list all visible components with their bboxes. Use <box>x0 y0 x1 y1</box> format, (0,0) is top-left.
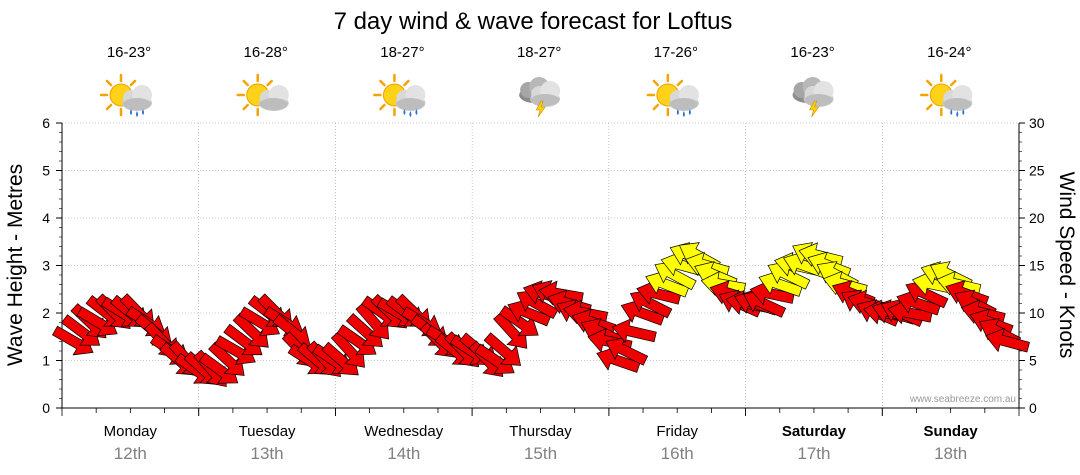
wind-arrow <box>605 337 649 366</box>
day-date-label: 16th <box>661 444 694 463</box>
day-date-label: 14th <box>387 444 420 463</box>
y-axis-title-right: Wind Speed - Knots <box>1055 172 1078 359</box>
wind-arrow <box>483 332 522 366</box>
temp-range-label: 16-28° <box>244 44 288 61</box>
day-date-label: 13th <box>251 444 284 463</box>
wind-arrow <box>214 335 256 365</box>
wind-arrow <box>51 325 94 356</box>
day-name-label: Wednesday <box>364 423 443 440</box>
y2-tick-label: 20 <box>1029 210 1045 226</box>
day-date-label: 17th <box>797 444 830 463</box>
day-name-label: Monday <box>104 423 158 440</box>
temp-range-label: 16-23° <box>790 44 834 61</box>
y-axis-title-left: Wave Height - Metres <box>4 164 27 366</box>
day-axis: Monday 12th Tuesday 13th Wednesday 14th Thursd… <box>61 408 1020 463</box>
wind-arrow <box>474 343 515 375</box>
y2-tick-label: 30 <box>1029 115 1045 131</box>
day-name-label: Friday <box>656 423 698 440</box>
temp-range-label: 17-26° <box>654 44 698 61</box>
y2-tick-label: 0 <box>1029 400 1037 416</box>
wind-arrow <box>336 324 377 356</box>
day-date-label: 18th <box>934 444 967 463</box>
y-tick-label: 0 <box>42 400 50 416</box>
y-tick-label: 1 <box>42 353 50 369</box>
day-date-label: 15th <box>524 444 557 463</box>
day-name-label: Thursday <box>509 423 572 440</box>
sun-cloud-rain-icon <box>99 73 152 117</box>
wind-arrow <box>985 327 1030 353</box>
temp-range-label: 18-27° <box>517 44 561 61</box>
wind-arrow <box>238 306 280 337</box>
y2-tick-label: 5 <box>1029 353 1037 369</box>
day-date-label: 12th <box>114 444 147 463</box>
y-tick-label: 3 <box>42 258 50 274</box>
y-tick-label: 6 <box>42 115 50 131</box>
temp-range-label: 18-27° <box>380 44 424 61</box>
wind-arrow <box>232 312 269 348</box>
sun-cloud-rain-icon <box>373 73 426 117</box>
chart-title: 7 day wind & wave forecast for Loftus <box>334 8 733 35</box>
wave-height-axis: 0 1 2 3 4 5 6 <box>42 115 62 416</box>
temp-range-label: 16-23° <box>107 44 151 61</box>
weather-icons <box>99 73 973 118</box>
wind-arrow <box>611 318 657 344</box>
sun-cloud-rain-icon <box>646 73 699 117</box>
wind-arrow <box>76 306 118 337</box>
day-name-label: Saturday <box>782 423 847 440</box>
temp-range-label: 16-24° <box>927 44 971 61</box>
wind-arrow <box>208 341 245 376</box>
y-tick-label: 5 <box>42 163 50 179</box>
y2-tick-label: 25 <box>1029 163 1045 179</box>
wind-arrows <box>51 242 1030 388</box>
storm-icon <box>792 77 834 118</box>
wind-speed-axis: 0 5 10 15 20 25 30 <box>1019 115 1045 416</box>
y-tick-label: 2 <box>42 305 50 321</box>
sun-cloud-rain-icon <box>920 73 973 117</box>
temperature-labels: 16-23° 16-28° 18-27° 18-27° 17-26° 16-23° 16-2… <box>107 44 972 61</box>
y2-tick-label: 10 <box>1029 305 1045 321</box>
y-tick-label: 4 <box>42 210 50 226</box>
day-name-label: Tuesday <box>239 423 296 440</box>
y2-tick-label: 15 <box>1029 258 1045 274</box>
day-name-label: Sunday <box>924 423 979 440</box>
credit-text: www.seabreeze.com.au <box>909 394 1016 405</box>
sun-cloud-icon <box>236 73 289 117</box>
storm-icon <box>519 77 561 118</box>
